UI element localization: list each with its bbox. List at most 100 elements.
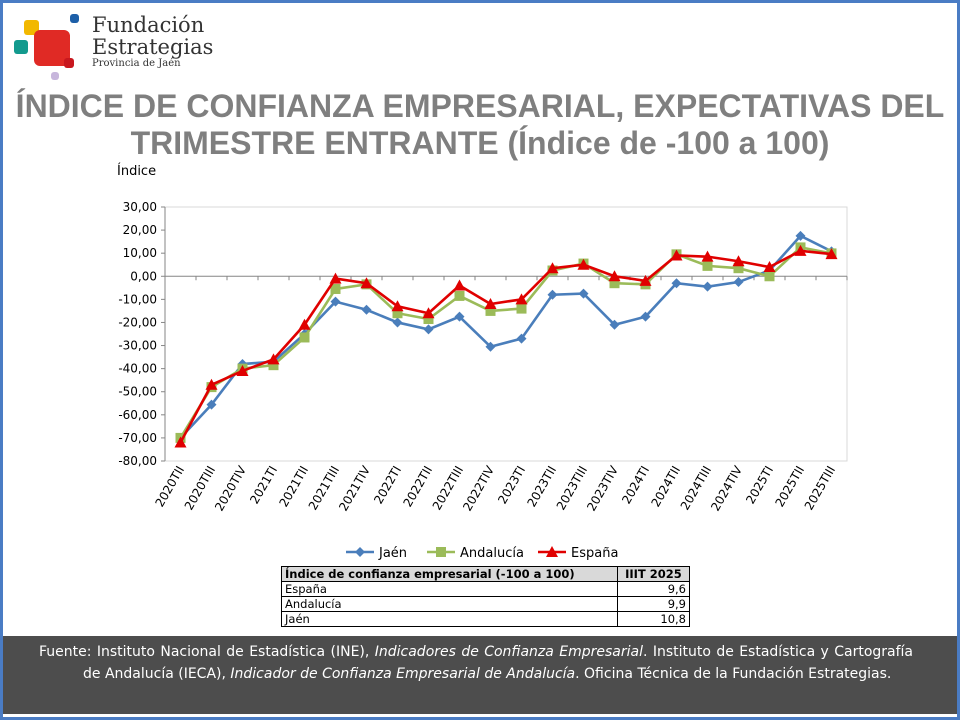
plot-area <box>164 206 848 462</box>
table-row: España 9,6 <box>281 581 691 597</box>
legend-label: Jaén <box>378 546 407 561</box>
logo-square-lilac <box>51 72 59 80</box>
data-point <box>639 274 652 286</box>
data-point <box>268 360 279 371</box>
data-point <box>640 311 651 322</box>
source-text: . Oficina Técnica de la Fundación Estrat… <box>575 666 892 682</box>
table-header-label: Índice de confianza empresarial (-100 a … <box>281 566 618 582</box>
x-tick-label: 2022TII <box>400 464 435 510</box>
data-point <box>205 378 218 390</box>
row-value: 10,8 <box>616 611 691 627</box>
series-line-españa <box>179 249 832 444</box>
data-point <box>764 271 775 282</box>
table-header-period: IIIT 2025 <box>616 566 691 582</box>
data-point <box>392 317 403 328</box>
y-tick-label: -40,00 <box>118 362 157 376</box>
series-line-jaén <box>179 234 833 439</box>
y-tick-label: -60,00 <box>118 408 157 422</box>
data-point <box>392 308 403 319</box>
x-tick-label: 2024TI <box>619 464 652 507</box>
data-point <box>361 304 372 315</box>
data-point <box>485 341 496 352</box>
y-tick-label: -20,00 <box>118 315 157 329</box>
table-row: Andalucía 9,9 <box>281 596 691 612</box>
y-tick-label: 0,00 <box>130 269 157 283</box>
source-text: . Instituto de Estadística y Cartografía… <box>83 644 914 682</box>
data-point <box>206 399 217 410</box>
row-value: 9,6 <box>616 581 691 597</box>
source-title: Indicadores de Confianza Empresarial <box>374 644 643 660</box>
y-tick-label: 30,00 <box>123 200 157 214</box>
logo: Fundación Estrategias Provincia de Jaén <box>12 12 214 82</box>
data-point <box>702 281 713 292</box>
data-point <box>732 255 745 267</box>
data-point <box>547 289 558 300</box>
x-tick-label: 2021TII <box>276 464 311 510</box>
y-tick-label: -30,00 <box>118 339 157 353</box>
logo-square-blue <box>70 14 79 23</box>
legend-label: Andalucía <box>460 546 524 561</box>
y-tick-label: 10,00 <box>123 246 157 260</box>
x-tick-label: 2025TIII <box>802 464 838 513</box>
data-point <box>485 305 496 316</box>
data-point <box>515 293 528 305</box>
series-line-andalucía <box>179 246 832 439</box>
x-tick-label: 2023TI <box>495 464 528 507</box>
data-point <box>299 332 310 343</box>
row-label: Andalucía <box>281 596 618 612</box>
logo-square-teal <box>14 40 28 54</box>
data-point <box>298 318 311 330</box>
data-point <box>733 263 744 274</box>
data-point <box>670 249 683 261</box>
data-point <box>516 303 527 314</box>
data-point <box>609 278 620 289</box>
x-tick-label: 2024TII <box>648 464 683 510</box>
data-point <box>329 272 342 284</box>
data-point <box>516 333 527 344</box>
data-point <box>454 311 465 322</box>
data-point <box>391 300 404 312</box>
data-point <box>701 250 714 262</box>
y-tick-label: 20,00 <box>123 223 157 237</box>
x-tick-label: 2020TII <box>152 464 187 510</box>
table-row: Jaén 10,8 <box>281 611 691 627</box>
x-tick-label: 2025TI <box>743 464 776 507</box>
legend-marker <box>546 546 558 557</box>
page-title: ÍNDICE DE CONFIANZA EMPRESARIAL, EXPECTA… <box>15 88 945 161</box>
legend-label: España <box>571 546 618 561</box>
data-point <box>671 278 682 289</box>
data-point <box>423 324 434 335</box>
data-point <box>454 290 465 301</box>
y-tick-label: -80,00 <box>118 454 157 468</box>
data-point <box>608 270 621 282</box>
data-point <box>422 307 435 319</box>
y-axis-label: Índice <box>117 164 157 179</box>
data-point <box>794 244 807 256</box>
data-point <box>577 258 590 270</box>
y-tick-label: -70,00 <box>118 431 157 445</box>
logo-text: Fundación Estrategias <box>92 13 214 59</box>
data-point <box>453 279 466 291</box>
row-value: 9,9 <box>616 596 691 612</box>
data-point <box>267 353 280 365</box>
y-tick-label: -10,00 <box>118 292 157 306</box>
y-tick-label: -50,00 <box>118 385 157 399</box>
x-tick-label: 2023TII <box>524 464 559 510</box>
summary-table: Índice de confianza empresarial (-100 a … <box>281 566 691 627</box>
data-point <box>546 262 559 274</box>
data-point <box>763 261 776 273</box>
data-point <box>733 277 744 288</box>
data-point <box>484 297 497 309</box>
data-point <box>330 296 341 307</box>
data-point <box>795 230 806 241</box>
data-point <box>174 436 187 448</box>
data-point <box>236 364 249 376</box>
logo-square-darkred <box>64 58 74 68</box>
data-point <box>330 283 341 294</box>
data-point <box>578 288 589 299</box>
legend-marker <box>436 547 446 557</box>
x-tick-label: 2022TI <box>371 464 404 507</box>
logo-subtext: Provincia de Jaén <box>92 58 181 69</box>
